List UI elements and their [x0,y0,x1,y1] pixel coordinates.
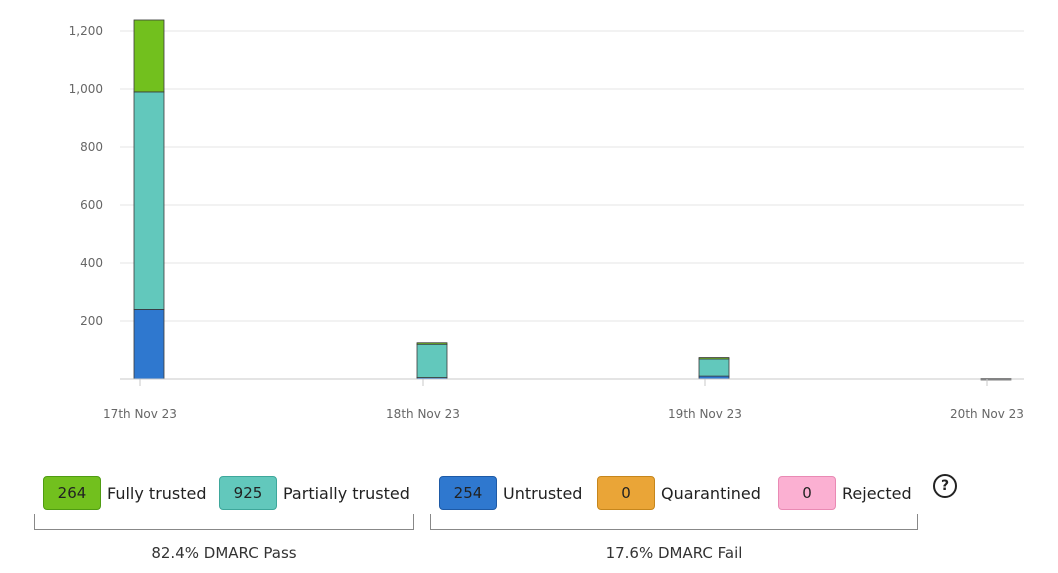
y-tick-label: 600 [80,198,103,212]
legend-item-untrusted[interactable]: 254 Untrusted [439,474,582,512]
question-circle-icon[interactable]: ? [933,474,957,498]
untrusted-label: Untrusted [503,483,583,503]
x-tick-label: 17th Nov 23 [103,407,177,421]
y-tick-label: 800 [80,140,103,154]
dmarc-fail-caption: 17.6% DMARC Fail [605,544,743,562]
fully-trusted-count: 264 [43,476,101,510]
bar-segment[interactable] [416,342,448,345]
bars [133,19,1012,381]
fully-trusted-label: Fully trusted [107,483,207,503]
partially-trusted-label: Partially trusted [283,483,410,503]
x-axis: 17th Nov 23 18th Nov 23 19th Nov 23 20th No… [103,378,1024,421]
gridlines [120,30,1024,322]
quarantined-label: Quarantined [661,483,761,503]
bar-segment[interactable] [698,357,730,360]
bar-segment[interactable] [698,358,730,377]
y-tick-label: 1,200 [69,24,103,38]
dmarc-fail-bracket [430,514,918,530]
y-axis-ticks: 200 400 600 800 1,000 1,200 [69,24,103,328]
legend-item-quarantined[interactable]: 0 Quarantined [597,474,761,512]
x-tick-label: 18th Nov 23 [386,407,460,421]
legend-item-partially-trusted[interactable]: 925 Partially trusted [219,474,410,512]
y-tick-label: 200 [80,314,103,328]
quarantined-count: 0 [597,476,655,510]
rejected-label: Rejected [842,483,912,503]
partially-trusted-count: 925 [219,476,277,510]
rejected-count: 0 [778,476,836,510]
y-tick-label: 400 [80,256,103,270]
untrusted-count: 254 [439,476,497,510]
dmarc-pass-caption: 82.4% DMARC Pass [151,544,297,562]
y-tick-label: 1,000 [69,82,103,96]
bar-segment[interactable] [133,19,165,93]
dmarc-pass-bracket [34,514,414,530]
x-tick-label: 20th Nov 23 [950,407,1024,421]
legend-item-rejected[interactable]: 0 Rejected [778,474,912,512]
legend: 264 Fully trusted 925 Partially trusted … [0,474,1058,573]
x-tick-label: 19th Nov 23 [668,407,742,421]
stacked-bar-chart: 200 400 600 800 1,000 1,200 17th Nov 23 18th N… [69,19,1024,421]
bar-segment[interactable] [133,91,165,310]
legend-item-fully-trusted[interactable]: 264 Fully trusted [43,474,207,512]
bar-segment[interactable] [133,308,165,380]
bar-segment[interactable] [416,343,448,378]
